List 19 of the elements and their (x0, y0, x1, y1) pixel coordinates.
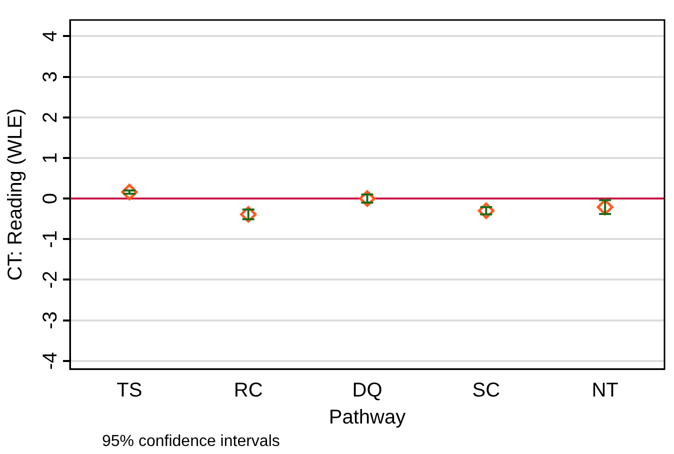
text: 95% confidence intervals (102, 433, 280, 451)
y-tick-label: -2 (40, 270, 62, 289)
point (478, 202, 494, 219)
y-tick-label: 1 (40, 152, 62, 164)
x-tick-label: RC (234, 380, 263, 402)
y-tick-label: 0 (40, 192, 62, 204)
y-tick-label: -1 (40, 230, 62, 248)
x-tick-label: TS (116, 380, 142, 402)
x-tick-label: SC (472, 380, 500, 402)
y-tick-label: 2 (40, 112, 62, 123)
y-tick-label: -4 (40, 352, 62, 370)
y-tick-label: -3 (40, 311, 62, 330)
point (359, 190, 376, 207)
x-tick-label: NT (592, 380, 618, 402)
y-tick-label: 4 (40, 30, 62, 42)
x-axis-title: Pathway (328, 406, 406, 429)
x-tick-label: DQ (352, 380, 382, 402)
y-tick-label: 3 (40, 71, 62, 82)
y-axis-title: CT: Reading (WLE) (4, 108, 27, 281)
